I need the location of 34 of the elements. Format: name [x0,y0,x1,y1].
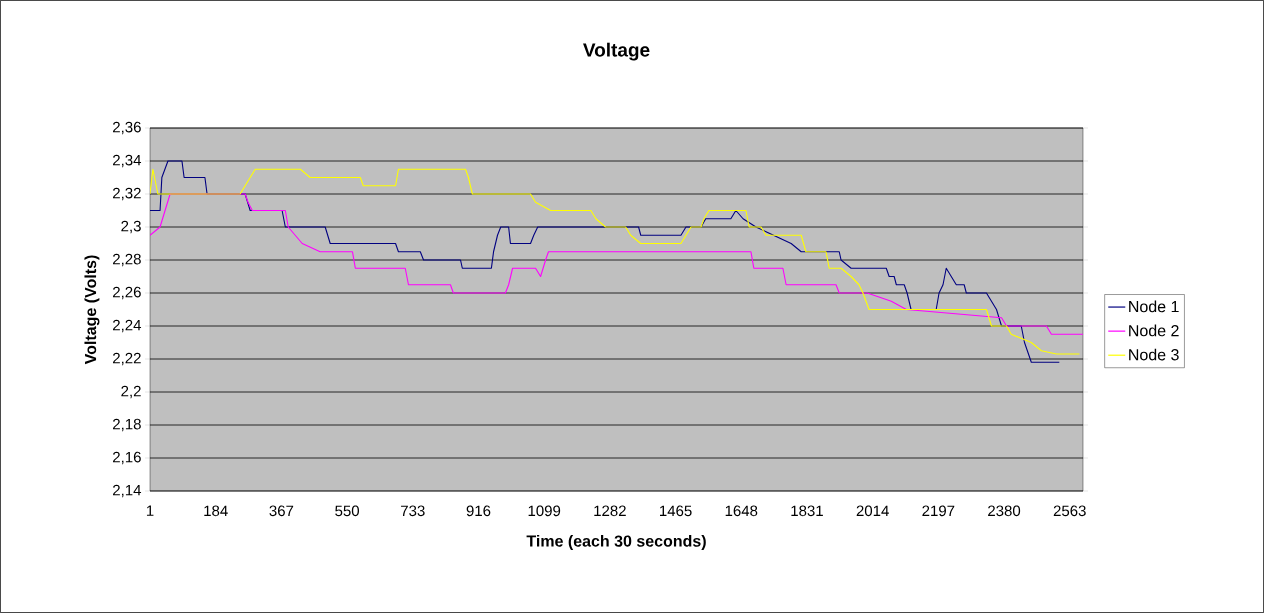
x-tick-label: 1465 [660,505,692,517]
x-tick-label: 550 [335,505,359,517]
y-tick-label: 2,26 [113,286,141,300]
x-tick-label: 184 [204,505,228,517]
y-tick-label: 2,16 [113,451,141,465]
y-tick-label: 2,18 [113,418,141,432]
x-tick-label: 367 [269,505,294,517]
y-axis-title: Voltage (Volts) [84,255,100,365]
y-tick-label: 2,24 [113,319,142,333]
y-tick-label: 2,36 [113,121,141,135]
x-tick-label: 1831 [791,505,823,517]
legend-label: Node 3 [1129,348,1179,361]
legend-label: Node 1 [1129,300,1179,313]
x-tick-label: 916 [466,505,491,517]
legend-label: Node 2 [1129,324,1179,337]
x-axis-title: Time (each 30 seconds) [526,534,706,550]
x-tick-label: 1099 [528,505,561,517]
line-series [150,193,1084,335]
y-tick-label: 2,32 [113,187,141,201]
y-tick-label: 2,28 [113,253,141,267]
chart-title: Voltage [583,42,650,61]
x-tick-label: 1282 [594,505,626,517]
x-tick-label: 2014 [856,505,889,517]
x-tick-label: 2197 [922,505,955,517]
y-tick-label: 2,3 [121,220,141,234]
y-tick-label: 2,14 [113,484,142,498]
x-tick-label: 733 [401,505,425,517]
x-tick-label: 2563 [1053,505,1086,517]
y-tick-label: 2,22 [113,352,141,366]
x-tick-label: 1 [146,505,154,516]
y-tick-label: 2,2 [121,385,141,399]
x-tick-label: 1648 [725,505,758,517]
y-tick-label: 2,34 [113,154,142,168]
x-tick-label: 2380 [988,505,1021,517]
